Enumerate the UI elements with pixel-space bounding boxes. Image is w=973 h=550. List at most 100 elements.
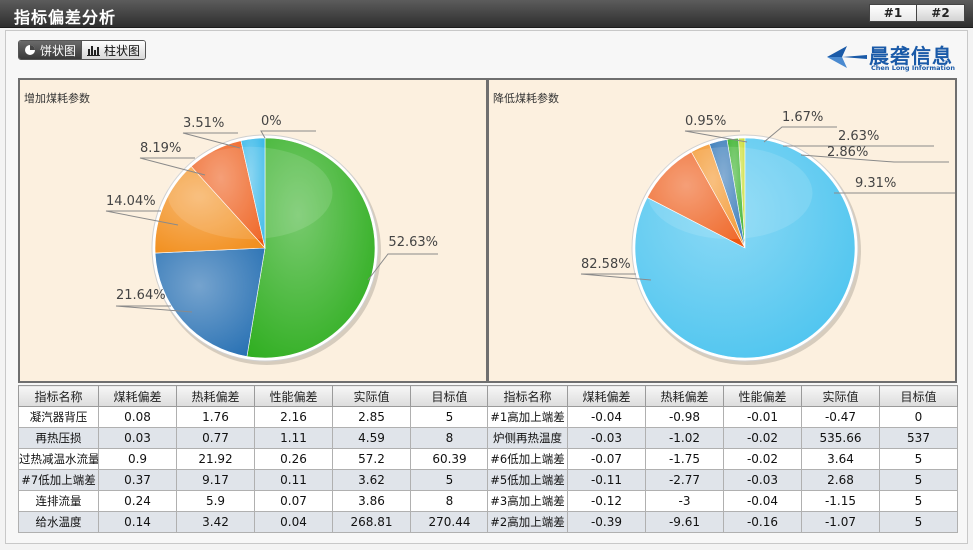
slice-percent-label: 1.67% [782, 110, 823, 125]
content-panel: 饼状图 柱状图 晨砻信息 Chen Long Information 增加煤耗参… [5, 30, 968, 544]
slice-percent-label: 9.31% [855, 176, 896, 191]
table-row[interactable]: 连排流量 0.24 5.9 0.07 3.86 8 [18, 490, 489, 512]
leader-line [684, 130, 748, 143]
column-header: 指标名称 [487, 385, 568, 407]
column-header: 目标值 [410, 385, 489, 407]
pie-gloss [647, 146, 813, 240]
title-bar: 指标偏差分析 #1 #2 [0, 0, 973, 28]
increase-chart-title: 增加煤耗参数 [24, 92, 90, 105]
column-header: 实际值 [332, 385, 411, 407]
value-cell: 21.92 [176, 448, 255, 470]
slice-percent-label: 14.04% [106, 194, 156, 209]
value-cell: -0.04 [723, 490, 802, 512]
value-cell: -0.03 [723, 469, 802, 491]
table-header-row: 指标名称 煤耗偏差 热耗偏差 性能偏差 实际值 目标值 [18, 385, 489, 407]
decrease-pie-chart: 0.95% 1.67% 2.63%2.86% 9.31% 82.58% [580, 110, 955, 365]
indicator-name-cell: 炉侧再热温度 [487, 427, 568, 449]
pie-slice[interactable] [246, 137, 376, 359]
value-cell: 60.39 [410, 448, 489, 470]
value-cell: 3.64 [801, 448, 880, 470]
value-cell: 5 [879, 511, 958, 533]
value-cell: 4.59 [332, 427, 411, 449]
window-title: 指标偏差分析 [14, 8, 117, 27]
slice-percent-label: 82.58% [581, 257, 631, 272]
logo-mark-icon [827, 46, 867, 68]
increase-chart-panel: 增加煤耗参数 52.63% 21.64% 14.04% 8.19% 3.51% 0% [18, 78, 488, 383]
indicator-name-cell: 过热减温水流量 [18, 448, 99, 470]
pie-slice[interactable] [154, 247, 266, 357]
slice-percent-label: 3.51% [183, 116, 224, 131]
value-cell: 0.9 [98, 448, 177, 470]
leader-line [115, 305, 193, 313]
bar-view-button[interactable]: 柱状图 [81, 41, 146, 59]
value-cell: 270.44 [410, 511, 489, 533]
tab-unit-2[interactable]: #2 [917, 4, 965, 22]
column-header: 热耗偏差 [176, 385, 255, 407]
slice-percent-label: 2.86% [827, 145, 868, 160]
table-row[interactable]: #6低加上端差 -0.07 -1.75 -0.02 3.64 5 [487, 448, 958, 470]
column-header: 煤耗偏差 [98, 385, 177, 407]
value-cell: 5 [879, 469, 958, 491]
value-cell: -0.11 [567, 469, 646, 491]
value-cell: 2.85 [332, 406, 411, 428]
logo-name: 晨砻信息 [869, 44, 953, 68]
value-cell: -0.02 [723, 427, 802, 449]
pie-view-button[interactable]: 饼状图 [19, 41, 82, 59]
pie-view-label: 饼状图 [40, 43, 77, 58]
table-row[interactable]: 再热压损 0.03 0.77 1.11 4.59 8 [18, 427, 489, 449]
value-cell: 2.68 [801, 469, 880, 491]
table-row[interactable]: 凝汽器背压 0.08 1.76 2.16 2.85 5 [18, 406, 489, 428]
table-row[interactable]: #5低加上端差 -0.11 -2.77 -0.03 2.68 5 [487, 469, 958, 491]
value-cell: -9.61 [645, 511, 724, 533]
column-header: 性能偏差 [723, 385, 802, 407]
column-header: 热耗偏差 [645, 385, 724, 407]
value-cell: 537 [879, 427, 958, 449]
increase-table: 指标名称 煤耗偏差 热耗偏差 性能偏差 实际值 目标值 凝汽器背压 0.08 1.76 2.16… [18, 385, 489, 533]
value-cell: -1.07 [801, 511, 880, 533]
table-row[interactable]: #7低加上端差 0.37 9.17 0.11 3.62 5 [18, 469, 489, 491]
table-row[interactable]: 给水温度 0.14 3.42 0.04 268.81 270.44 [18, 511, 489, 533]
table-row[interactable]: #1高加上端差 -0.04 -0.98 -0.01 -0.47 0 [487, 406, 958, 428]
value-cell: -0.16 [723, 511, 802, 533]
value-cell: -3 [645, 490, 724, 512]
value-cell: -0.04 [567, 406, 646, 428]
table-row[interactable]: 过热减温水流量 0.9 21.92 0.26 57.2 60.39 [18, 448, 489, 470]
value-cell: 5 [879, 448, 958, 470]
increase-pie-chart: 52.63% 21.64% 14.04% 8.19%3.51% 0% [105, 114, 438, 365]
table-row[interactable]: #2高加上端差 -0.39 -9.61 -0.16 -1.07 5 [487, 511, 958, 533]
value-cell: 0.26 [254, 448, 333, 470]
pie-gloss [167, 146, 333, 240]
value-cell: -0.02 [723, 448, 802, 470]
value-cell: -1.02 [645, 427, 724, 449]
value-cell: 1.11 [254, 427, 333, 449]
slice-percent-label: 2.63% [838, 129, 879, 144]
leader-line [367, 253, 438, 281]
leader-line [260, 130, 316, 139]
indicator-name-cell: 给水温度 [18, 511, 99, 533]
value-cell: -0.47 [801, 406, 880, 428]
tab-unit-1[interactable]: #1 [869, 4, 917, 22]
value-cell: 5 [410, 406, 489, 428]
value-cell: 5.9 [176, 490, 255, 512]
value-cell: -0.01 [723, 406, 802, 428]
value-cell: 0.24 [98, 490, 177, 512]
value-cell: 535.66 [801, 427, 880, 449]
value-cell: -0.12 [567, 490, 646, 512]
leader-line [139, 157, 206, 176]
value-cell: 3.62 [332, 469, 411, 491]
table-header-row: 指标名称 煤耗偏差 热耗偏差 性能偏差 实际值 目标值 [487, 385, 958, 407]
value-cell: 3.86 [332, 490, 411, 512]
value-cell: 8 [410, 490, 489, 512]
view-toggle: 饼状图 柱状图 [18, 40, 147, 60]
decrease-chart-panel: 降低煤耗参数 0.95% 1.67% 2.63% 2.86% 9.31% 82.58% [487, 78, 957, 383]
table-row[interactable]: 炉侧再热温度 -0.03 -1.02 -0.02 535.66 537 [487, 427, 958, 449]
decrease-table: 指标名称 煤耗偏差 热耗偏差 性能偏差 实际值 目标值 #1高加上端差 -0.04 -0.98… [487, 385, 958, 533]
indicator-name-cell: 再热压损 [18, 427, 99, 449]
decrease-chart-title: 降低煤耗参数 [493, 92, 559, 105]
column-header: 实际值 [801, 385, 880, 407]
table-row[interactable]: #3高加上端差 -0.12 -3 -0.04 -1.15 5 [487, 490, 958, 512]
value-cell: 0.07 [254, 490, 333, 512]
value-cell: 0.77 [176, 427, 255, 449]
slice-percent-label: 21.64% [116, 288, 166, 303]
value-cell: -0.03 [567, 427, 646, 449]
